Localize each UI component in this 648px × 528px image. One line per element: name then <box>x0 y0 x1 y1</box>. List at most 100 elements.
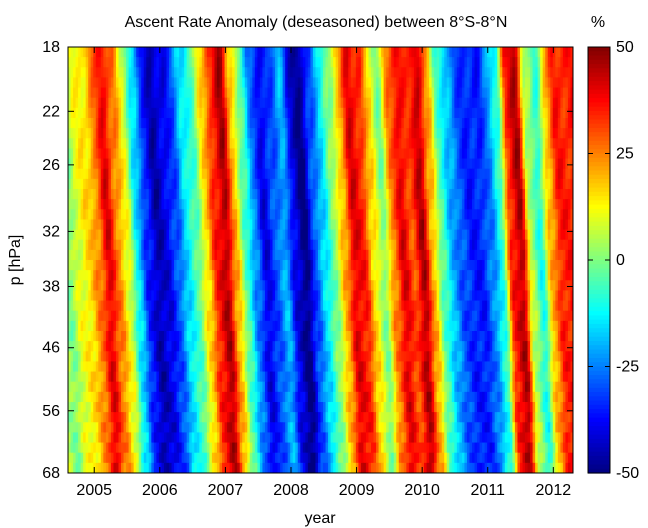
heatmap-cell <box>305 148 309 160</box>
heatmap-cell <box>153 138 157 150</box>
heatmap-cell <box>68 209 72 221</box>
heatmap-cell <box>479 87 483 99</box>
heatmap-cell <box>232 249 236 261</box>
heatmap-cell <box>444 189 448 200</box>
heatmap-cell <box>312 168 317 180</box>
heatmap-cell <box>451 168 455 180</box>
heatmap-cell <box>408 260 413 271</box>
heatmap-cell <box>93 199 97 210</box>
heatmap-cell <box>560 107 564 119</box>
heatmap-cell <box>484 168 488 180</box>
heatmap-cell <box>201 219 205 231</box>
heatmap-cell <box>70 67 74 79</box>
heatmap-cell <box>90 239 94 251</box>
heatmap-cell <box>191 290 195 302</box>
heatmap-cell <box>128 57 132 68</box>
heatmap-cell <box>194 97 198 109</box>
heatmap-cell <box>128 67 132 79</box>
heatmap-cell <box>166 280 170 292</box>
heatmap-cell <box>90 118 94 129</box>
heatmap-cell <box>454 260 458 271</box>
heatmap-cell <box>194 168 198 180</box>
heatmap-cell <box>381 280 385 292</box>
heatmap-cell <box>535 67 539 79</box>
heatmap-cell <box>194 178 198 190</box>
heatmap-cell <box>416 97 420 109</box>
heatmap-cell <box>237 280 241 292</box>
heatmap-cell <box>497 107 501 119</box>
heatmap-cell <box>358 270 362 281</box>
heatmap-cell <box>156 249 160 261</box>
heatmap-cell <box>456 57 460 68</box>
heatmap-cell <box>464 178 468 190</box>
heatmap-cell <box>459 290 463 302</box>
heatmap-cell <box>184 270 188 281</box>
heatmap-cell <box>166 128 170 139</box>
heatmap-cell <box>328 158 332 170</box>
heatmap-cell <box>93 280 97 292</box>
heatmap-cell <box>282 87 286 99</box>
heatmap-cell <box>406 249 410 261</box>
heatmap-cell <box>522 270 526 281</box>
heatmap-cell <box>492 209 496 221</box>
heatmap-cell <box>252 148 256 160</box>
heatmap-cell <box>126 219 130 231</box>
heatmap-cell <box>436 107 440 119</box>
heatmap-cell <box>461 168 466 180</box>
heatmap-cell <box>224 189 228 200</box>
heatmap-cell <box>479 77 483 89</box>
heatmap-cell <box>502 229 506 241</box>
heatmap-cell <box>381 249 385 261</box>
heatmap-cell <box>315 290 319 302</box>
heatmap-cell <box>368 178 372 190</box>
heatmap-cell <box>552 199 556 210</box>
heatmap-cell <box>80 209 84 221</box>
heatmap-cell <box>320 260 324 271</box>
heatmap-cell <box>153 118 157 129</box>
heatmap-cell <box>75 107 79 119</box>
heatmap-cell <box>224 148 228 160</box>
heatmap-cell <box>211 178 216 190</box>
heatmap-cell <box>373 249 377 261</box>
heatmap-cell <box>441 107 445 119</box>
heatmap-cell <box>446 148 450 160</box>
heatmap-cell <box>282 107 286 119</box>
heatmap-cell <box>264 57 269 68</box>
heatmap-cell <box>413 107 418 119</box>
heatmap-cell <box>391 229 395 241</box>
heatmap-cell <box>292 97 296 109</box>
heatmap-cell <box>522 97 526 109</box>
heatmap-cell <box>247 57 251 68</box>
heatmap-cell <box>262 178 266 190</box>
heatmap-cell <box>131 77 135 89</box>
heatmap-cell <box>239 280 243 292</box>
heatmap-cell <box>335 97 339 109</box>
heatmap-cell <box>297 260 301 271</box>
heatmap-cell <box>360 249 365 261</box>
heatmap-cell <box>282 57 286 68</box>
heatmap-cell <box>214 87 218 99</box>
heatmap-cell <box>222 148 226 160</box>
heatmap-cell <box>184 209 188 221</box>
heatmap-cell <box>335 107 339 119</box>
heatmap-cell <box>315 107 319 119</box>
heatmap-cell <box>209 290 213 302</box>
heatmap-cell <box>421 128 425 139</box>
heatmap-cell <box>547 77 551 89</box>
heatmap-cell <box>108 107 112 119</box>
heatmap-cell <box>302 128 306 139</box>
heatmap-cell <box>285 199 289 210</box>
heatmap-cell <box>449 178 453 190</box>
heatmap-cell <box>509 199 514 210</box>
heatmap-cell <box>444 168 448 180</box>
heatmap-cell <box>189 118 193 129</box>
heatmap-cell <box>398 260 402 271</box>
heatmap-cell <box>535 97 539 109</box>
heatmap-cell <box>133 239 137 251</box>
heatmap-cell <box>252 249 256 261</box>
heatmap-cell <box>229 57 233 68</box>
heatmap-cell <box>138 87 142 99</box>
heatmap-cell <box>368 229 372 241</box>
heatmap-cell <box>237 118 241 129</box>
heatmap-cell <box>300 280 304 292</box>
